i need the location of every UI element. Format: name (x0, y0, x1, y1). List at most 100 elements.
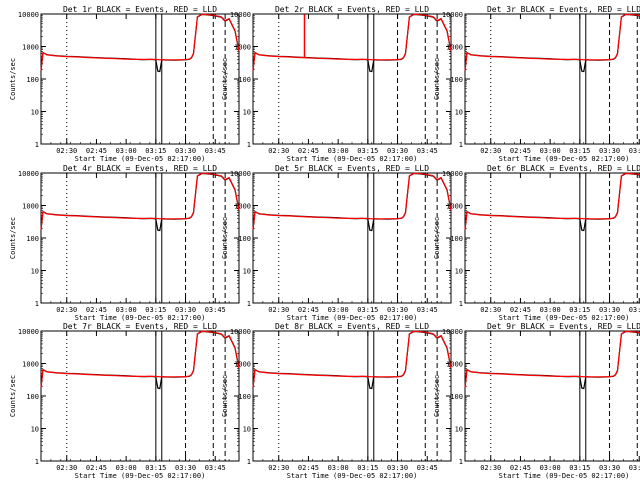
panel-title: Det 1r BLACK = Events, RED = LLD (63, 5, 217, 14)
detector-panel: Det 1r BLACK = Events, RED = LLD 1 10 100 10… (9, 5, 240, 163)
y-axis-label: Counts/sec (221, 217, 229, 259)
y-tick-label: 10000 (442, 328, 463, 336)
events-line (464, 173, 640, 232)
x-axis-label: Start Time (09-Dec-05 02:17:00) (287, 472, 418, 480)
events-line (464, 331, 640, 390)
plot-frame (252, 13, 452, 145)
y-tick-label: 10000 (230, 11, 251, 19)
panel-title: Det 2r BLACK = Events, RED = LLD (275, 5, 429, 14)
y-tick-label: 1 (247, 300, 251, 308)
y-tick-label: 10 (31, 268, 39, 276)
x-tick-label: 03:00 (540, 464, 561, 472)
y-tick-label: 100 (26, 393, 39, 401)
y-tick-label: 10000 (230, 170, 251, 178)
x-tick-label: 03:45 (417, 147, 438, 155)
detector-panel: Det 9r BLACK = Events, RED = LLD 1 10 100 10… (433, 322, 640, 480)
events-line (464, 14, 640, 73)
plot-frame (40, 172, 240, 304)
detector-panel: Det 7r BLACK = Events, RED = LLD 1 10 100 10… (9, 322, 240, 480)
y-axis-label: Counts/sec (9, 375, 17, 417)
events-line (40, 331, 240, 390)
y-tick-label: 1000 (234, 361, 251, 369)
plot-frame (40, 13, 240, 145)
events-line (252, 14, 452, 73)
x-tick-label: 03:00 (328, 306, 349, 314)
events-line (40, 14, 240, 73)
x-tick-label: 02:30 (56, 147, 77, 155)
lld-line (40, 172, 240, 230)
y-tick-label: 1000 (234, 203, 251, 211)
x-tick-label: 02:30 (268, 306, 289, 314)
plot-frame (40, 330, 240, 462)
x-tick-label: 02:30 (480, 306, 501, 314)
panel-title: Det 6r BLACK = Events, RED = LLD (487, 164, 640, 173)
x-tick-label: 02:45 (86, 306, 107, 314)
y-tick-label: 100 (450, 393, 463, 401)
x-axis-label: Start Time (09-Dec-05 02:17:00) (287, 155, 418, 163)
x-tick-label: 03:00 (328, 147, 349, 155)
y-tick-label: 1000 (22, 203, 39, 211)
y-tick-label: 100 (450, 76, 463, 84)
detector-panel: Det 3r BLACK = Events, RED = LLD 1 10 100 10… (433, 5, 640, 163)
y-tick-label: 1000 (22, 44, 39, 52)
y-axis-label: Counts/sec (433, 217, 441, 259)
plot-frame (464, 330, 640, 462)
x-tick-label: 03:00 (116, 464, 137, 472)
x-tick-label: 03:30 (387, 147, 408, 155)
y-tick-label: 1 (459, 458, 463, 466)
x-axis-label: Start Time (09-Dec-05 02:17:00) (287, 314, 418, 322)
x-axis-label: Start Time (09-Dec-05 02:17:00) (75, 472, 206, 480)
x-tick-label: 03:30 (599, 147, 620, 155)
x-tick-label: 02:30 (268, 464, 289, 472)
x-tick-label: 03:00 (116, 147, 137, 155)
x-tick-label: 03:15 (145, 464, 166, 472)
detector-panel: Det 8r BLACK = Events, RED = LLD 1 10 100 10… (221, 322, 452, 480)
lld-line (40, 13, 240, 71)
x-tick-label: 02:45 (298, 464, 319, 472)
x-axis-label: Start Time (09-Dec-05 02:17:00) (75, 314, 206, 322)
y-tick-label: 1000 (446, 203, 463, 211)
y-tick-label: 10000 (18, 328, 39, 336)
plot-frame (464, 172, 640, 304)
y-tick-label: 1 (35, 458, 39, 466)
x-tick-label: 02:30 (56, 306, 77, 314)
y-axis-label: Counts/sec (221, 375, 229, 417)
x-axis-label: Start Time (09-Dec-05 02:17:00) (75, 155, 206, 163)
y-tick-label: 1 (247, 141, 251, 149)
y-tick-label: 100 (238, 393, 251, 401)
y-tick-label: 10 (243, 109, 251, 117)
lld-line (252, 330, 452, 388)
y-tick-label: 10000 (18, 11, 39, 19)
x-tick-label: 03:45 (417, 306, 438, 314)
y-axis-label: Counts/sec (433, 58, 441, 100)
y-tick-label: 10 (455, 109, 463, 117)
panel-title: Det 3r BLACK = Events, RED = LLD (487, 5, 640, 14)
x-tick-label: 03:00 (540, 147, 561, 155)
y-axis-label: Counts/sec (9, 58, 17, 100)
y-tick-label: 1 (35, 300, 39, 308)
lld-line (40, 330, 240, 388)
x-tick-label: 03:15 (357, 306, 378, 314)
plot-frame (252, 172, 452, 304)
x-tick-label: 03:00 (116, 306, 137, 314)
y-tick-label: 10000 (230, 328, 251, 336)
events-line (252, 331, 452, 390)
x-tick-label: 03:45 (205, 306, 226, 314)
y-tick-label: 100 (450, 235, 463, 243)
x-tick-label: 03:15 (569, 147, 590, 155)
y-tick-label: 100 (238, 76, 251, 84)
y-tick-label: 1 (459, 141, 463, 149)
y-tick-label: 10 (31, 426, 39, 434)
x-tick-label: 03:30 (387, 306, 408, 314)
y-tick-label: 10 (243, 426, 251, 434)
y-axis-label: Counts/sec (9, 217, 17, 259)
x-tick-label: 02:30 (480, 147, 501, 155)
y-tick-label: 10 (455, 268, 463, 276)
y-tick-label: 100 (238, 235, 251, 243)
x-tick-label: 02:45 (510, 306, 531, 314)
y-tick-label: 10000 (442, 170, 463, 178)
x-tick-label: 03:45 (629, 464, 640, 472)
x-tick-label: 02:45 (86, 464, 107, 472)
x-tick-label: 03:30 (175, 147, 196, 155)
